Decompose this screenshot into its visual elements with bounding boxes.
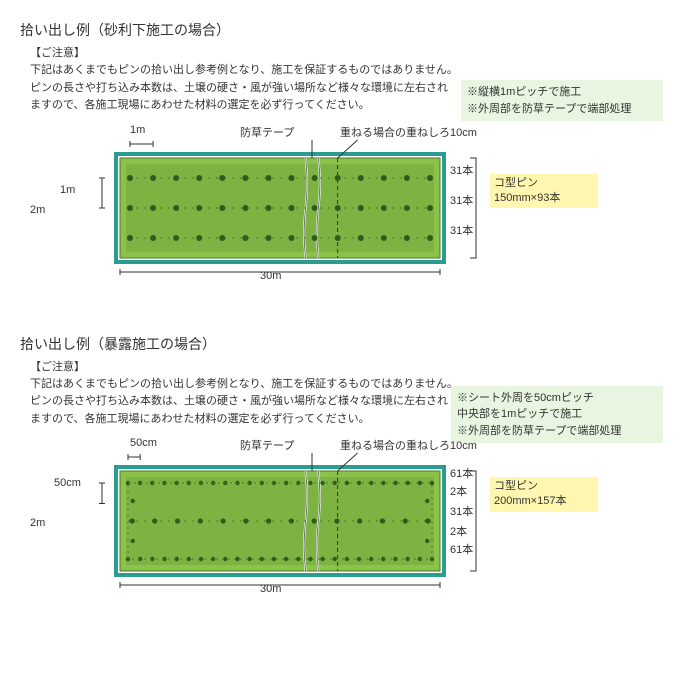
section2-title: 拾い出し例（暴露施工の場合） xyxy=(20,334,663,354)
dim-2m-2: 2m xyxy=(30,517,45,529)
section1-note-0: 下記はあくまでもピンの拾い出し参考例となり、施工を保証するものではありません。 xyxy=(30,62,663,79)
dim-50cm-top: 50cm xyxy=(130,437,157,449)
row-count-1-1: 31本 xyxy=(450,192,473,208)
row-count-2-3: 2本 xyxy=(450,523,467,539)
section-exposed: 拾い出し例（暴露施工の場合） 【ご注意】 下記はあくまでもピンの拾い出し参考例と… xyxy=(20,334,663,628)
row-count-2-2: 31本 xyxy=(450,503,473,519)
section2-diagram-wrap: 50cm 防草テープ 重ねる場合の重ねしろ10cm 2m 50cm 1m 61本… xyxy=(90,437,663,627)
dim-30m-1: 30m xyxy=(260,270,281,282)
section1-info-box: ※縦横1mピッチで施工 ※外周部を防草テープで端部処理 xyxy=(461,80,663,121)
dim-50cm-left: 50cm xyxy=(54,477,81,489)
pin-box-1-line1: 150mm×93本 xyxy=(494,191,594,206)
row-count-2-1: 2本 xyxy=(450,483,467,499)
dim-1m-left: 1m xyxy=(60,184,75,196)
section1-title: 拾い出し例（砂利下施工の場合） xyxy=(20,20,663,40)
pin-box-1-line0: コ型ピン xyxy=(494,176,594,191)
section2-info-box: ※シート外周を50cmピッチ 中央部を1mピッチで施工 ※外周部を防草テープで端… xyxy=(451,386,663,444)
row-count-1-2: 31本 xyxy=(450,222,473,238)
diagram2-svg xyxy=(90,451,490,611)
dim-2m-1: 2m xyxy=(30,204,45,216)
row-count-2-0: 61本 xyxy=(450,465,473,481)
pin-box-2-line1: 200mm×157本 xyxy=(494,494,594,509)
section2-note-label: 【ご注意】 xyxy=(30,358,663,374)
pin-box-2: コ型ピン 200mm×157本 xyxy=(490,477,598,512)
dim-1m-top: 1m xyxy=(130,124,145,136)
section1-note-label: 【ご注意】 xyxy=(30,44,663,60)
pin-box-2-line0: コ型ピン xyxy=(494,479,594,494)
diagram1-svg xyxy=(90,138,490,298)
row-count-2-4: 61本 xyxy=(450,541,473,557)
dim-30m-2: 30m xyxy=(260,583,281,595)
row-count-1-0: 31本 xyxy=(450,162,473,178)
pin-box-1: コ型ピン 150mm×93本 xyxy=(490,174,598,209)
section-gravel: 拾い出し例（砂利下施工の場合） 【ご注意】 下記はあくまでもピンの拾い出し参考例… xyxy=(20,20,663,304)
section1-diagram-wrap: 1m 防草テープ 重ねる場合の重ねしろ10cm 2m 1m 31本 31本 31… xyxy=(90,124,663,304)
